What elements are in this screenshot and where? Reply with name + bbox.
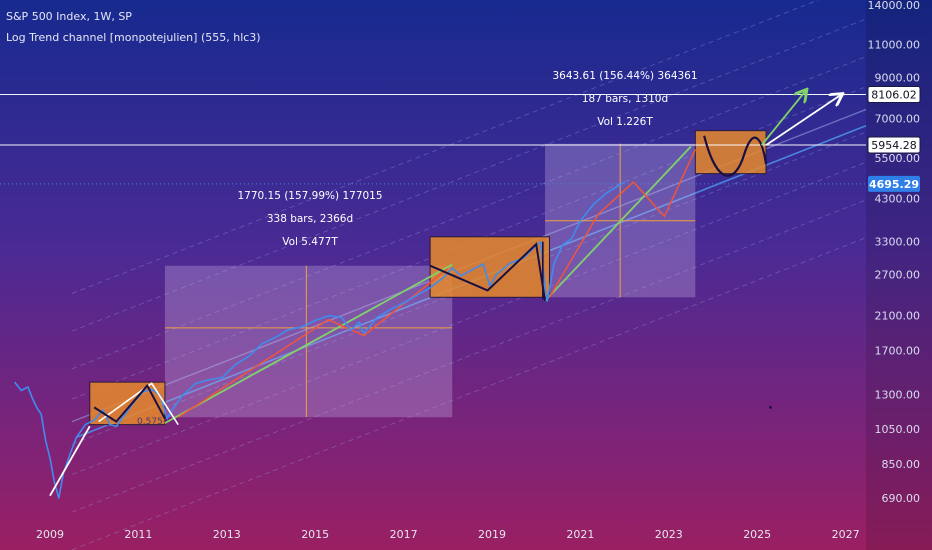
annotation-right-line2: 187 bars, 1310d bbox=[582, 93, 668, 105]
x-tick-5: 2019 bbox=[478, 528, 506, 541]
channel-line-2 bbox=[71, 161, 867, 475]
y-tick-9: 1700.00 bbox=[875, 344, 921, 357]
price-tag-label-0: 8106.02 bbox=[871, 88, 917, 101]
y-axis: 14000.00 11000.00 9000.00 7000.00 5500.00 430… bbox=[868, 0, 921, 505]
price-tag-box-1 bbox=[867, 136, 921, 154]
x-tick-7: 2023 bbox=[655, 528, 683, 541]
annotation-right: 3643.61 (156.44%) 364361 187 bars, 1310d… bbox=[552, 70, 697, 128]
y-tick-1: 11000.00 bbox=[868, 38, 921, 51]
channel-line-7 bbox=[71, 18, 867, 332]
y-tick-3: 7000.00 bbox=[875, 113, 921, 126]
white-arrow-2009 bbox=[49, 425, 91, 497]
y-tick-0: 14000.00 bbox=[868, 0, 921, 12]
y-tick-12: 850.00 bbox=[882, 458, 921, 471]
green-trend-2 bbox=[544, 145, 692, 302]
y-tick-8: 2100.00 bbox=[875, 310, 921, 323]
channel-line-8 bbox=[71, 0, 820, 294]
annotation-right-line1: 3643.61 (156.44%) 364361 bbox=[552, 70, 697, 82]
y-tick-7: 2700.00 bbox=[875, 269, 921, 282]
annotation-right-line3: Vol 1.226T bbox=[597, 116, 653, 128]
y-tick-10: 1300.00 bbox=[875, 388, 921, 401]
y-tick-4: 5500.00 bbox=[875, 152, 921, 165]
y-tick-11: 1050.00 bbox=[875, 423, 921, 436]
horizontal-lines bbox=[0, 93, 866, 185]
x-axis: 2009 2011 2013 2015 2017 2019 2021 2023 2025 2027 bbox=[36, 528, 860, 541]
x-tick-3: 2015 bbox=[301, 528, 329, 541]
chart-title: S&P 500 Index, 1W, SP bbox=[6, 10, 132, 23]
red-path-2 bbox=[548, 149, 697, 298]
trend-lines bbox=[164, 145, 697, 424]
annotation-left-line2: 338 bars, 2366d bbox=[267, 213, 353, 225]
x-tick-6: 2021 bbox=[566, 528, 594, 541]
price-tag-label-1: 5954.28 bbox=[871, 139, 917, 152]
x-tick-9: 2027 bbox=[832, 528, 860, 541]
annotation-left-line1: 1770.15 (157.99%) 177015 bbox=[237, 190, 382, 202]
price-tags: 8106.02 5954.28 4695.29 bbox=[867, 85, 921, 192]
price-tag-box-0 bbox=[867, 85, 921, 103]
price-tag-box-2 bbox=[868, 175, 920, 192]
annotation-left-line3: Vol 5.477T bbox=[282, 236, 338, 248]
y-tick-2: 9000.00 bbox=[875, 71, 921, 84]
white-arrow-projection bbox=[765, 95, 841, 146]
channel-line-0 bbox=[71, 237, 867, 550]
y-tick-5: 4300.00 bbox=[875, 192, 921, 205]
dot-marker bbox=[769, 405, 772, 409]
drawings bbox=[49, 91, 841, 497]
x-tick-0: 2009 bbox=[36, 528, 64, 541]
indicator-label: Log Trend channel [monpotejulien] (555, … bbox=[6, 31, 261, 44]
green-arrow-projection bbox=[760, 91, 806, 146]
red-path-1 bbox=[177, 268, 449, 418]
dark-zigzag-2010 bbox=[93, 383, 166, 423]
channel-line-1 bbox=[71, 199, 867, 513]
dark-wave-2024 bbox=[703, 135, 768, 177]
dark-zigzag-2018 bbox=[429, 242, 547, 301]
channel-line-6 bbox=[71, 56, 867, 370]
fib-small-label: 0.575 bbox=[137, 417, 163, 427]
x-tick-2: 2013 bbox=[213, 528, 241, 541]
price-tag-label-2: 4695.29 bbox=[869, 178, 919, 191]
x-tick-1: 2011 bbox=[124, 528, 152, 541]
y-tick-6: 3300.00 bbox=[875, 236, 921, 249]
y-tick-13: 690.00 bbox=[882, 492, 921, 505]
x-tick-4: 2017 bbox=[390, 528, 418, 541]
annotation-left: 1770.15 (157.99%) 177015 338 bars, 2366d… bbox=[237, 190, 382, 248]
green-trend-1 bbox=[164, 263, 453, 424]
x-tick-8: 2025 bbox=[743, 528, 771, 541]
white-wedge-2011 bbox=[98, 382, 179, 426]
